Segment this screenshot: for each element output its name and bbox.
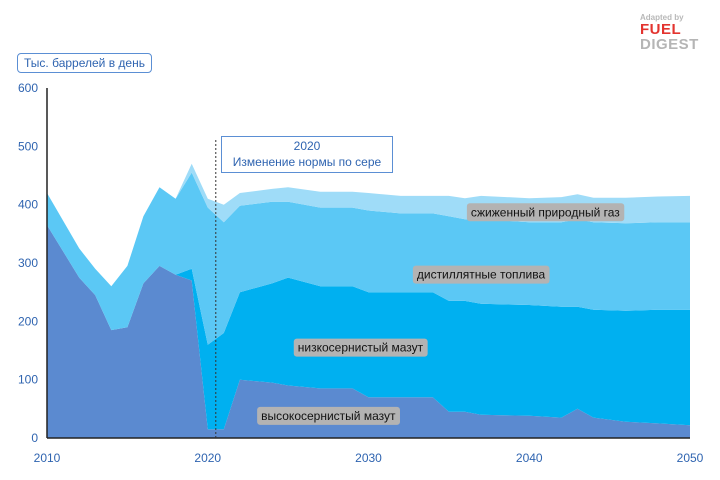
logo-digest: DIGEST bbox=[640, 36, 699, 53]
y-tick-200: 200 bbox=[18, 314, 38, 328]
area-series-1 bbox=[47, 225, 690, 438]
series-label-bg-2 bbox=[293, 338, 428, 357]
logo-fuel: FUEL bbox=[640, 21, 682, 38]
y-tick-600: 600 bbox=[18, 81, 38, 95]
series-label-1: высокосернистый мазут bbox=[257, 406, 400, 425]
series-label-bg-1 bbox=[257, 406, 400, 425]
annotation-year: 2020 bbox=[293, 139, 321, 153]
x-tick-2030: 2030 bbox=[355, 451, 382, 465]
y-tick-0: 0 bbox=[31, 431, 38, 445]
y-tick-100: 100 bbox=[18, 373, 38, 387]
y-tick-300: 300 bbox=[18, 256, 38, 270]
area-series-3 bbox=[47, 172, 690, 345]
area-series-2 bbox=[47, 225, 690, 430]
series-label-text-2: низкосернистый мазут bbox=[298, 341, 424, 355]
annotation-box: 2020 Изменение нормы по сере bbox=[221, 136, 393, 173]
series-label-text-3: дистиллятные топлива bbox=[417, 268, 546, 282]
y-tick-500: 500 bbox=[18, 139, 38, 153]
y-tick-labels: 0 100 200 300 400 500 600 bbox=[18, 81, 38, 445]
series-label-4: сжиженный природный газ bbox=[466, 203, 625, 222]
chart-areas bbox=[47, 163, 690, 438]
x-tick-2040: 2040 bbox=[516, 451, 543, 465]
series-label-text-1: высокосернистый мазут bbox=[261, 409, 396, 423]
series-label-3: дистиллятные топлива bbox=[412, 265, 550, 284]
x-tick-labels: 2010 2020 2030 2040 2050 bbox=[34, 451, 704, 465]
x-tick-2050: 2050 bbox=[677, 451, 704, 465]
annotation-text: Изменение нормы по сере bbox=[232, 155, 382, 169]
y-tick-400: 400 bbox=[18, 198, 38, 212]
series-label-bg-4 bbox=[466, 203, 625, 222]
logo-adapted-by: Adapted by bbox=[640, 13, 684, 22]
series-label-text-4: сжиженный природный газ bbox=[471, 205, 620, 219]
fuel-digest-logo: Adapted by FUEL DIGEST bbox=[640, 13, 699, 53]
series-labels: высокосернистый мазут низкосернистый мазу… bbox=[257, 203, 625, 425]
y-axis-label: Тыс. баррелей в день bbox=[17, 53, 152, 73]
x-tick-2020: 2020 bbox=[194, 451, 221, 465]
x-tick-2010: 2010 bbox=[34, 451, 61, 465]
series-label-2: низкосернистый мазут bbox=[293, 338, 428, 357]
series-label-bg-3 bbox=[412, 265, 550, 284]
